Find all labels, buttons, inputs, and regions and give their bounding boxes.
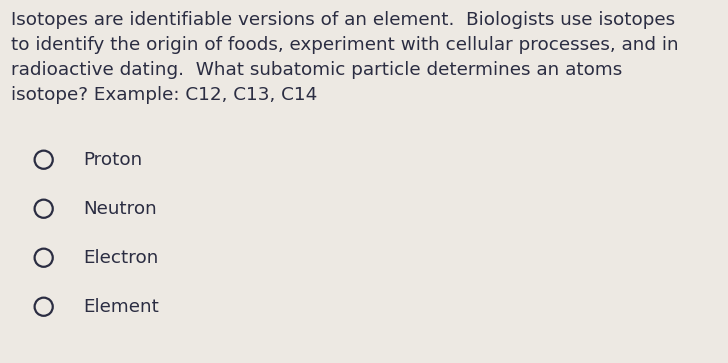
- Text: Proton: Proton: [84, 151, 143, 169]
- Text: Neutron: Neutron: [84, 200, 157, 218]
- Text: Isotopes are identifiable versions of an element.  Biologists use isotopes
to id: Isotopes are identifiable versions of an…: [11, 11, 678, 104]
- Text: Element: Element: [84, 298, 159, 316]
- Text: Electron: Electron: [84, 249, 159, 267]
